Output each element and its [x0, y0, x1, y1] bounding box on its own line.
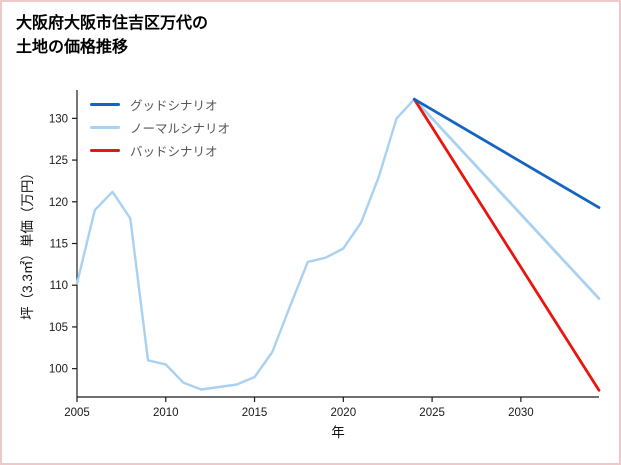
svg-text:2030: 2030 — [508, 407, 534, 419]
chart-title: 大阪府大阪市住吉区万代の 土地の価格推移 — [16, 12, 208, 60]
svg-text:120: 120 — [49, 197, 68, 209]
svg-text:2010: 2010 — [153, 407, 179, 419]
legend-label-bad: バッドシナリオ — [130, 144, 218, 159]
legend-label-good: グッドシナリオ — [130, 98, 218, 113]
chart-title-line1: 大阪府大阪市住吉区万代の — [16, 15, 209, 32]
legend-item-good: グッドシナリオ — [90, 97, 230, 113]
series-line — [412, 97, 601, 301]
series-line — [412, 97, 601, 210]
svg-text:2005: 2005 — [64, 407, 90, 419]
svg-text:2020: 2020 — [331, 407, 357, 419]
svg-text:125: 125 — [49, 155, 68, 167]
series-line — [412, 97, 601, 392]
svg-text:130: 130 — [49, 113, 68, 125]
svg-text:115: 115 — [50, 239, 68, 251]
legend-item-bad: バッドシナリオ — [90, 143, 230, 159]
svg-text:2025: 2025 — [419, 407, 445, 419]
legend-item-normal: ノーマルシナリオ — [90, 120, 231, 136]
svg-text:2015: 2015 — [242, 407, 268, 419]
svg-text:105: 105 — [49, 322, 68, 334]
x-axis-label: 年 — [331, 425, 345, 440]
series-line — [75, 97, 416, 391]
svg-text:100: 100 — [49, 364, 68, 376]
y-axis-label: 坪（3.3㎡）単価（万円） — [20, 166, 35, 320]
legend-swatch-good — [90, 102, 120, 106]
chart-title-line2: 土地の価格推移 — [16, 39, 129, 56]
svg-text:110: 110 — [50, 280, 68, 292]
legend-swatch-bad — [90, 148, 120, 152]
legend-label-normal: ノーマルシナリオ — [130, 121, 231, 136]
y-tick-labels: 100 105 110 115 120 125 130 — [49, 113, 77, 376]
legend: グッドシナリオ ノーマルシナリオ バッドシナリオ — [90, 97, 231, 159]
legend-swatch-normal — [90, 125, 120, 129]
x-tick-labels: 2005 2010 2015 2020 2025 2030 — [64, 397, 534, 419]
